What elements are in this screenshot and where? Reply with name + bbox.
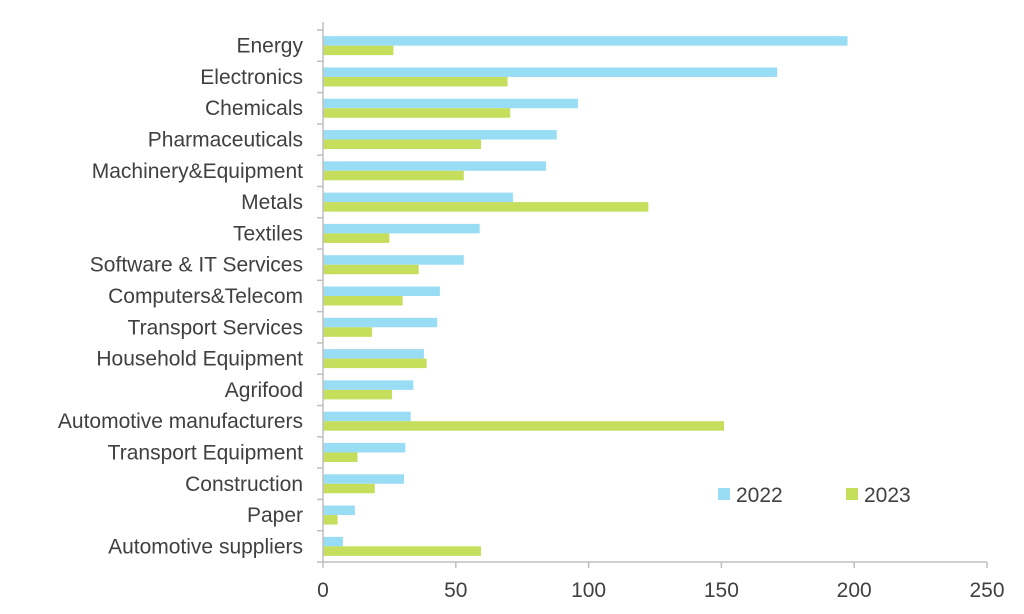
bar-2023-2 <box>323 108 511 118</box>
category-label: Pharmaceuticals <box>148 129 303 152</box>
legend: 2022 2023 <box>718 484 911 507</box>
category-label: Automotive manufacturers <box>58 410 303 433</box>
x-tick-label: 100 <box>571 579 606 602</box>
x-tick-label: 200 <box>837 579 872 602</box>
bar-2023-1 <box>323 76 508 87</box>
category-label: Construction <box>185 473 303 496</box>
legend-swatch-2023 <box>846 488 858 500</box>
bar-2023-11 <box>323 389 393 400</box>
bars-group <box>317 29 848 563</box>
bar-2022-5 <box>323 192 513 203</box>
bar-2023-7 <box>323 264 419 275</box>
bar-2023-6 <box>323 233 390 243</box>
category-label: Metals <box>241 191 303 214</box>
bar-2023-9 <box>323 327 373 337</box>
bar-2022-4 <box>323 161 547 171</box>
bar-2022-2 <box>323 98 578 109</box>
bar-2023-4 <box>323 170 464 181</box>
bar-2022-12 <box>323 411 411 422</box>
category-label: Electronics <box>200 66 303 89</box>
category-label: Automotive suppliers <box>108 535 303 558</box>
bar-2022-10 <box>323 349 424 359</box>
bar-2023-3 <box>323 139 482 150</box>
bar-2023-5 <box>323 202 649 212</box>
bar-2022-13 <box>323 442 406 453</box>
legend-label-2022: 2022 <box>736 484 783 507</box>
bar-2022-0 <box>323 36 848 46</box>
x-axis-ticks: 0 50 100 150 200 250 <box>317 562 1005 602</box>
bar-2022-9 <box>323 317 438 328</box>
bar-2022-11 <box>323 380 414 390</box>
category-label: Household Equipment <box>96 348 303 371</box>
bar-2023-13 <box>323 452 358 462</box>
category-label: Textiles <box>233 222 303 245</box>
legend-swatch-2022 <box>718 488 730 500</box>
category-label: Machinery&Equipment <box>92 160 303 183</box>
x-tick-label: 250 <box>969 579 1004 602</box>
bar-2022-6 <box>323 223 480 234</box>
x-tick-label: 0 <box>317 579 329 602</box>
x-tick-label: 150 <box>704 579 739 602</box>
category-label: Transport Equipment <box>108 441 303 464</box>
bar-2022-15 <box>323 505 355 516</box>
bar-2022-14 <box>323 474 405 484</box>
category-labels: Energy Electronics Chemicals Pharmaceutical… <box>58 35 304 559</box>
bar-2022-16 <box>323 536 343 547</box>
category-label: Chemicals <box>205 97 303 120</box>
legend-label-2023: 2023 <box>864 484 911 507</box>
category-label: Computers&Telecom <box>108 285 303 308</box>
bar-2023-14 <box>323 483 375 494</box>
category-label: Software & IT Services <box>90 254 303 277</box>
bar-2022-1 <box>323 67 778 77</box>
bar-2022-8 <box>323 286 440 296</box>
bar-2023-8 <box>323 296 403 306</box>
bar-2023-10 <box>323 358 427 369</box>
category-label: Paper <box>247 504 303 527</box>
bar-2023-15 <box>323 515 338 525</box>
bar-2023-12 <box>323 421 725 431</box>
bar-2023-0 <box>323 45 394 56</box>
x-tick-label: 50 <box>444 579 467 602</box>
category-label: Agrifood <box>225 379 303 402</box>
bar-2023-16 <box>323 546 482 556</box>
category-label: Energy <box>236 35 303 58</box>
bar-2022-7 <box>323 255 464 265</box>
bar-2022-3 <box>323 130 557 140</box>
category-label: Transport Services <box>128 316 303 339</box>
